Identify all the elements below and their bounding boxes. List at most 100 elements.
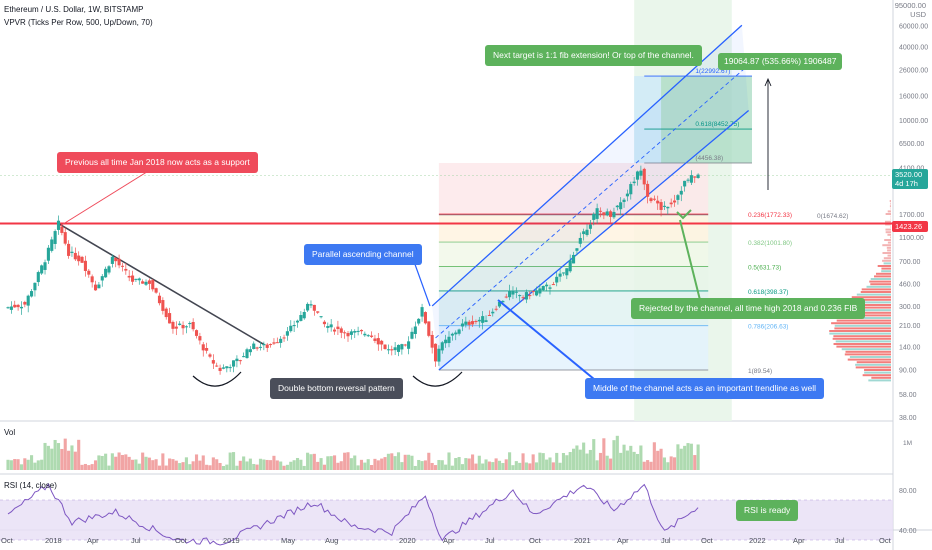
- candle-body: [421, 307, 424, 316]
- time-axis-tick: Oct: [879, 536, 892, 545]
- top-price-tick: 95000.00: [895, 1, 926, 10]
- volume-bar: [289, 462, 292, 470]
- candle-body: [515, 292, 518, 293]
- time-axis-tick: Jul: [485, 536, 495, 545]
- volume-bar: [266, 460, 269, 470]
- candle-body: [407, 341, 410, 348]
- candle-body: [434, 344, 437, 362]
- candle-body: [131, 276, 134, 282]
- candle-body: [582, 231, 585, 234]
- price-axis-tick: 6500.00: [899, 141, 924, 148]
- volume-profile-bar: [862, 288, 891, 290]
- candle-body: [266, 345, 269, 348]
- volume-profile-bar: [881, 270, 891, 272]
- candle-body: [363, 334, 366, 336]
- volume-profile-bar: [857, 294, 891, 296]
- candle-body: [579, 238, 582, 244]
- time-axis-tick: Aug: [325, 536, 338, 545]
- volume-bar: [343, 453, 346, 470]
- candle-body: [202, 344, 205, 350]
- time-axis-tick: Jul: [661, 536, 671, 545]
- candle-body: [330, 324, 333, 327]
- volume-bar: [585, 454, 588, 470]
- candle-body: [10, 307, 13, 310]
- volume-bar: [279, 462, 282, 470]
- price-axis-tick: 140.00: [899, 344, 921, 351]
- time-axis-tick: Oct: [701, 536, 714, 545]
- candle-body: [27, 296, 30, 306]
- candle-body: [141, 281, 144, 283]
- volume-bar: [528, 463, 531, 470]
- candle-body: [316, 311, 319, 312]
- volume-bar: [373, 459, 376, 470]
- volume-bar: [400, 462, 403, 470]
- volume-bar: [599, 453, 602, 470]
- volume-bar: [161, 453, 164, 470]
- candle-body: [373, 339, 376, 341]
- candle-body: [400, 344, 403, 349]
- volume-bar: [663, 457, 666, 470]
- volume-bar: [555, 453, 558, 470]
- candle-body: [70, 252, 73, 253]
- volume-profile-bar: [868, 379, 891, 381]
- volume-profile-bar: [882, 252, 891, 254]
- volume-bar: [602, 438, 605, 470]
- volume-profile-bar: [846, 351, 891, 353]
- candle-body: [444, 340, 447, 344]
- candle-body: [535, 290, 538, 295]
- candle-body: [33, 283, 36, 290]
- volume-bar: [70, 445, 73, 470]
- candle-body: [30, 291, 33, 296]
- volume-bar: [87, 465, 90, 470]
- volume-bar: [232, 452, 235, 470]
- candle-body: [380, 341, 383, 345]
- volume-bar: [656, 451, 659, 470]
- current-price-tag: 3520.00 4d 17h: [892, 169, 928, 189]
- volume-bar: [498, 461, 501, 470]
- volume-profile-bar: [850, 356, 891, 358]
- volume-bar: [639, 445, 642, 470]
- volume-bar: [360, 460, 363, 470]
- candle-body: [468, 322, 471, 325]
- volume-bar: [17, 459, 20, 470]
- candle-body: [262, 344, 265, 345]
- volume-bar: [666, 462, 669, 470]
- bar-countdown: 4d 17h: [895, 179, 925, 188]
- candle-body: [107, 266, 110, 272]
- time-axis-tick: 2020: [399, 536, 416, 545]
- candle-body: [54, 231, 57, 244]
- fib-level-label: 0.382(1001.80): [748, 240, 792, 247]
- rsi-axis-tick: 80.00: [899, 488, 917, 495]
- volume-bar: [562, 453, 565, 470]
- volume-bar: [286, 465, 289, 470]
- volume-bar: [303, 466, 306, 470]
- currency-unit: USD: [910, 10, 926, 19]
- volume-bar: [202, 455, 205, 470]
- candle-body: [686, 180, 689, 181]
- candle-body: [390, 349, 393, 350]
- candle-body: [178, 324, 181, 325]
- candle-body: [20, 307, 23, 308]
- volume-bar: [323, 465, 326, 470]
- volume-bar: [508, 452, 511, 470]
- candle-body: [148, 280, 151, 283]
- volume-bar: [454, 458, 457, 470]
- volume-axis-tick: 1M: [903, 440, 912, 447]
- volume-bar: [101, 456, 104, 470]
- volume-bar: [451, 466, 454, 470]
- volume-bar: [414, 466, 417, 470]
- candle-body: [690, 175, 693, 183]
- volume-bar: [94, 460, 97, 470]
- volume-bar: [424, 460, 427, 470]
- volume-bar: [670, 456, 673, 470]
- volume-bar: [589, 450, 592, 470]
- candle-body: [134, 279, 137, 280]
- candle-body: [333, 330, 336, 332]
- candle-body: [676, 195, 679, 200]
- volume-bar: [441, 460, 444, 470]
- volume-profile-bar: [864, 369, 891, 371]
- volume-bar: [262, 459, 265, 470]
- candle-body: [175, 327, 178, 329]
